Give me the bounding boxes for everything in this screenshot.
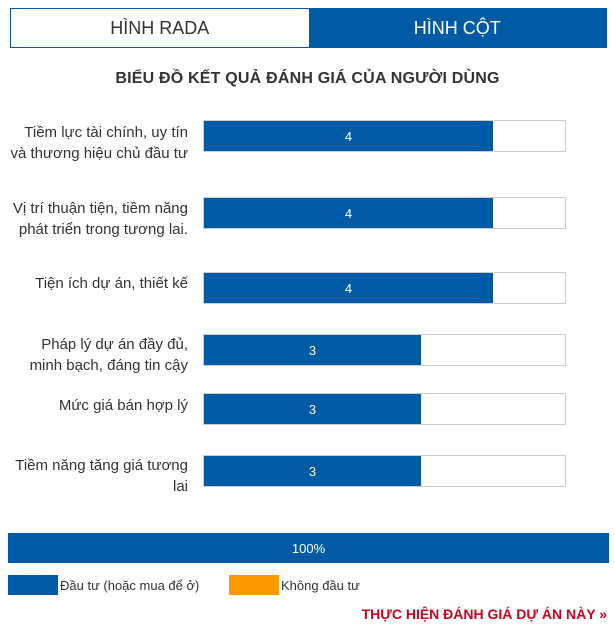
category-label: Tiềm lực tài chính, uy tín và thương hiệ…	[10, 124, 188, 162]
bar: 4	[204, 121, 493, 151]
legend: Đầu tư (hoặc mua để ở) Không đầu tư	[8, 575, 608, 595]
bar: 4	[204, 198, 493, 228]
bar-track: 3	[203, 393, 566, 425]
legend-swatch-invest	[8, 575, 58, 595]
bar-value-label: 3	[308, 463, 317, 479]
bar: 4	[204, 273, 493, 303]
legend-label-invest: Đầu tư (hoặc mua để ở)	[60, 577, 200, 593]
category-label: Tiềm năng tăng giá tương lai	[15, 457, 188, 495]
category-label: Vị trí thuận tiện, tiềm năng phát triển …	[12, 200, 188, 238]
total-bar-label: 100%	[291, 540, 326, 556]
bar-track: 4	[203, 197, 566, 229]
bar: 3	[204, 335, 421, 365]
legend-item-not-invest: Không đầu tư	[229, 575, 360, 595]
legend-label-not-invest: Không đầu tư	[281, 577, 360, 593]
chart-type-tabs: HÌNH RADA HÌNH CỘT	[10, 8, 607, 48]
category-label: Mức giá bán hợp lý	[58, 397, 188, 414]
bar-value-label: 3	[308, 401, 317, 417]
bar-track: 3	[203, 455, 566, 487]
category-label: Pháp lý dự án đầy đủ, minh bạch, đáng ti…	[29, 336, 188, 374]
bar-value-label: 4	[344, 128, 353, 144]
chart-title: BIỂU ĐỒ KẾT QUẢ ĐÁNH GIÁ CỦA NGƯỜI DÙNG	[115, 70, 500, 87]
category-label: Tiện ích dự án, thiết kế	[35, 275, 188, 292]
bar-track: 4	[203, 272, 566, 304]
bar-track: 3	[203, 334, 566, 366]
rate-project-link[interactable]: THỰC HIỆN ĐÁNH GIÁ DỰ ÁN NÀY »	[361, 606, 607, 622]
tab-radar[interactable]: HÌNH RADA	[11, 9, 309, 47]
bar-value-label: 4	[344, 205, 353, 221]
bar-track: 4	[203, 120, 566, 152]
total-bar: 100%	[8, 533, 609, 563]
tab-column[interactable]: HÌNH CỘT	[308, 9, 606, 47]
legend-item-invest: Đầu tư (hoặc mua để ở)	[8, 575, 199, 595]
bar-value-label: 3	[308, 342, 317, 358]
bar: 3	[204, 394, 421, 424]
legend-swatch-not-invest	[229, 575, 279, 595]
bar: 3	[204, 456, 421, 486]
bar-value-label: 4	[344, 280, 353, 296]
